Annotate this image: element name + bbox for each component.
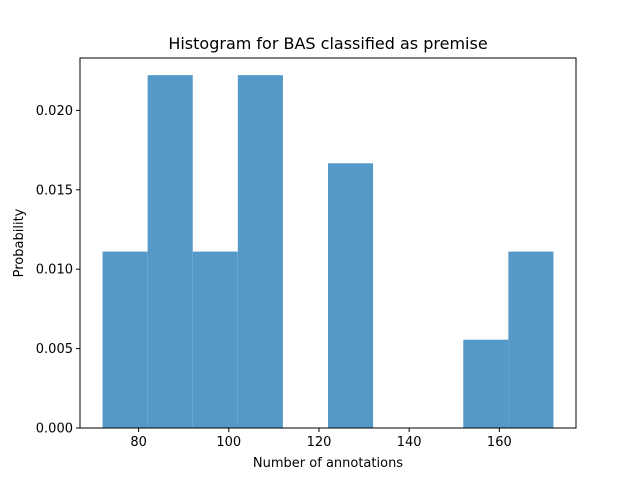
histogram-bar-3: [192, 251, 238, 428]
x-tick-label: 100: [216, 435, 241, 450]
y-tick-label: 0.000: [36, 422, 73, 437]
y-axis-label: Probability: [12, 208, 27, 277]
histogram-bar-9: [463, 339, 509, 428]
histogram-bar-10: [508, 251, 554, 428]
x-axis-ticks: 80 100 120 140 160: [130, 428, 512, 450]
y-tick-label: 0.005: [36, 342, 73, 357]
histogram-bar-2: [147, 75, 193, 429]
y-tick-label: 0.015: [36, 183, 73, 198]
x-tick-label: 160: [487, 435, 512, 450]
histogram-bar-6: [328, 163, 374, 428]
histogram-bar-1: [102, 251, 148, 428]
x-axis-label: Number of annotations: [253, 456, 403, 471]
y-tick-label: 0.010: [36, 263, 73, 278]
y-axis-ticks: 0.000 0.005 0.010 0.015 0.020: [36, 104, 80, 437]
x-tick-label: 80: [130, 435, 147, 450]
x-tick-label: 120: [307, 435, 332, 450]
x-tick-label: 140: [397, 435, 422, 450]
chart-title: Histogram for BAS classified as premise: [168, 34, 487, 53]
bars-group: [102, 75, 554, 429]
y-tick-label: 0.020: [36, 104, 73, 119]
plot-frame: [79, 57, 577, 429]
histogram-bar-4: [237, 75, 283, 429]
